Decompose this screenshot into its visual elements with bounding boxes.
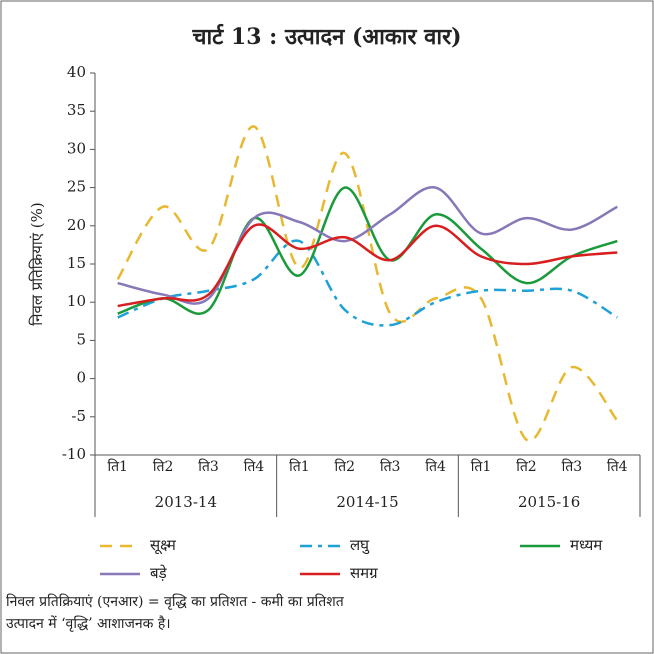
y-tick-label: 35 xyxy=(67,101,86,119)
series-line xyxy=(117,186,618,315)
y-tick-label: 40 xyxy=(67,63,86,81)
y-tick-label: -10 xyxy=(62,445,86,463)
y-tick-label: 15 xyxy=(67,254,86,272)
series-line xyxy=(116,125,619,442)
x-tick-label: ति3 xyxy=(562,458,583,475)
y-axis-label: निवल प्रतिक्रियाएं (%) xyxy=(28,202,46,325)
legend-label: लघु xyxy=(350,536,370,555)
note: निवल प्रतिक्रियाएं (एनआर) = वृद्धि का प्… xyxy=(6,593,345,610)
series-line xyxy=(117,239,618,327)
y-tick-label: 20 xyxy=(67,216,86,234)
x-tick-label: ति3 xyxy=(380,458,401,475)
group-label: 2014-15 xyxy=(336,493,398,511)
x-tick-label: ति2 xyxy=(335,458,356,475)
x-tick-label: ति1 xyxy=(107,458,128,475)
x-tick-label: ति4 xyxy=(425,458,446,475)
x-tick-label: ति4 xyxy=(607,458,628,475)
legend-label: बड़े xyxy=(150,564,168,582)
legend-label: समग्र xyxy=(350,564,378,582)
x-tick-label: ति2 xyxy=(153,458,174,475)
chart-title: चार्ट 13 : उत्पादन (आकार वार) xyxy=(191,23,461,50)
legend-label: सूक्ष्म xyxy=(150,536,177,555)
x-tick-label: ति1 xyxy=(471,458,492,475)
y-tick-label: 25 xyxy=(67,178,86,196)
x-tick-label: ति4 xyxy=(244,458,265,475)
x-tick-label: ति1 xyxy=(289,458,310,475)
y-tick-label: 30 xyxy=(67,139,86,157)
series-line xyxy=(117,223,618,308)
y-tick-label: 0 xyxy=(76,369,86,387)
y-tick-label: 5 xyxy=(76,330,86,348)
legend-label: मध्यम xyxy=(570,536,603,554)
y-tick-label: -5 xyxy=(71,407,86,425)
x-tick-label: ति2 xyxy=(516,458,537,475)
group-label: 2013-14 xyxy=(155,493,217,511)
group-label: 2015-16 xyxy=(518,493,580,511)
x-tick-label: ति3 xyxy=(198,458,219,475)
note: उत्पादन में ‘वृद्धि’ आशाजनक है। xyxy=(6,615,171,632)
y-tick-label: 10 xyxy=(67,292,86,310)
series-line xyxy=(117,186,618,305)
